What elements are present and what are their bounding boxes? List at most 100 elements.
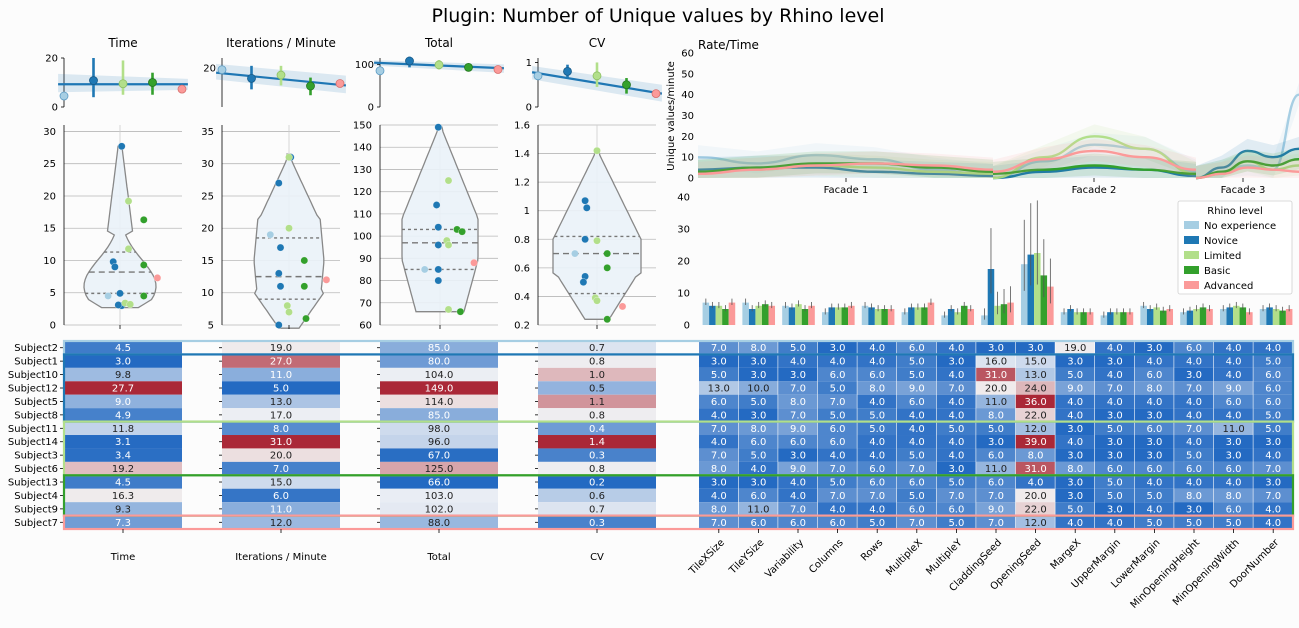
param-column-label: MargeX [1049, 537, 1084, 572]
param-cell [1055, 448, 1095, 462]
x-tick-label: Facade 1 [824, 185, 869, 196]
metric-cell [538, 354, 656, 368]
param-value: 5.0 [830, 410, 846, 421]
metric-value: 27.0 [270, 357, 292, 368]
param-cell [897, 461, 936, 476]
metric-cell [64, 448, 182, 462]
y-tick-label: 120 [353, 187, 372, 198]
metric-column-label: Total [426, 552, 450, 563]
metric-value: 7.0 [273, 464, 289, 475]
violin-point [603, 264, 611, 272]
bar [1034, 253, 1041, 325]
bar [722, 309, 729, 325]
regression-panel: Time 0 20 [45, 36, 188, 114]
param-cell [699, 408, 738, 422]
metric-value: 102.0 [425, 504, 454, 515]
row-label: Subject7 [14, 518, 58, 529]
param-cell [1134, 475, 1174, 489]
bar [1060, 312, 1068, 325]
bar [914, 307, 922, 325]
param-value: 3.0 [1146, 343, 1162, 354]
param-value: 3.0 [1107, 410, 1123, 421]
y-tick-label: 30 [677, 225, 690, 236]
y-tick-label: 1 [524, 206, 530, 217]
param-value: 6.0 [1146, 464, 1162, 475]
violin-point [593, 146, 601, 155]
param-value: 5.0 [1186, 451, 1202, 462]
param-value: 3.0 [1186, 504, 1202, 515]
param-value: 4.0 [750, 464, 766, 475]
data-point [533, 71, 543, 81]
param-cell [1055, 515, 1095, 530]
param-cell [1213, 354, 1253, 368]
param-value: 5.0 [909, 370, 925, 381]
y-tick-label: 60 [359, 321, 372, 332]
rate-line [992, 149, 1197, 173]
param-cell [1134, 394, 1174, 409]
legend-swatch [1184, 236, 1199, 244]
param-cell [699, 488, 738, 503]
bar [1146, 309, 1154, 325]
param-value: 3.0 [1067, 478, 1083, 489]
y-tick-label: 10 [43, 256, 56, 267]
param-cell [1055, 421, 1095, 436]
param-column-label: Columns [807, 537, 846, 576]
metric-value: 4.5 [115, 478, 131, 489]
metric-cell [64, 461, 182, 476]
bar [1040, 275, 1048, 325]
metric-column-label: CV [590, 552, 604, 563]
metric-cell [538, 435, 656, 449]
param-cell [1095, 435, 1134, 449]
param-cell [1174, 394, 1214, 409]
data-point [118, 79, 128, 89]
y-tick-label: 1.2 [514, 178, 530, 189]
param-value: 4.0 [948, 437, 964, 448]
param-value: 4.0 [1146, 478, 1162, 489]
y-tick-label: 100 [355, 60, 374, 71]
metric-value: 1.0 [589, 370, 605, 381]
param-cell [1134, 381, 1174, 395]
bar [801, 309, 809, 325]
data-point [405, 56, 414, 66]
param-cell [1134, 488, 1174, 503]
bar [788, 307, 796, 325]
param-cell [699, 341, 738, 355]
legend-title: Rhino level [1207, 206, 1262, 217]
param-value: 8.0 [711, 464, 727, 475]
param-cell [738, 341, 778, 355]
data-point [493, 65, 503, 74]
param-cell [1095, 502, 1134, 516]
violin-point [300, 256, 309, 265]
param-cell [1134, 408, 1174, 422]
param-cell [936, 394, 976, 409]
violin-point [470, 259, 478, 267]
param-value: 4.0 [1226, 357, 1242, 368]
param-value: 20.0 [1024, 491, 1046, 502]
param-value: 4.0 [1226, 478, 1242, 489]
param-value: 6.0 [909, 343, 925, 354]
param-value: 5.0 [1226, 518, 1242, 529]
param-cell [857, 367, 897, 382]
metric-value: 7.3 [115, 518, 131, 529]
param-value: 3.0 [1146, 437, 1162, 448]
param-cell [897, 367, 936, 382]
param-cell [778, 435, 818, 449]
param-cell [1015, 394, 1055, 409]
data-point [247, 73, 256, 83]
param-value: 4.0 [830, 504, 846, 515]
legend-label: Limited [1204, 251, 1241, 262]
param-cell [1174, 381, 1214, 395]
y-tick-label: 0.2 [514, 321, 530, 332]
bar [1126, 312, 1134, 325]
panel-title: CV [589, 36, 606, 50]
param-value: 10.0 [747, 384, 769, 395]
param-cell [1213, 515, 1253, 530]
param-value: 4.0 [1186, 478, 1202, 489]
bar [987, 269, 995, 325]
violin-point [618, 302, 627, 311]
param-value: 3.0 [1186, 370, 1202, 381]
param-column-label: TileYSize [727, 537, 767, 577]
param-cell [699, 381, 738, 395]
metric-cell [64, 488, 182, 503]
param-cell [857, 475, 897, 489]
